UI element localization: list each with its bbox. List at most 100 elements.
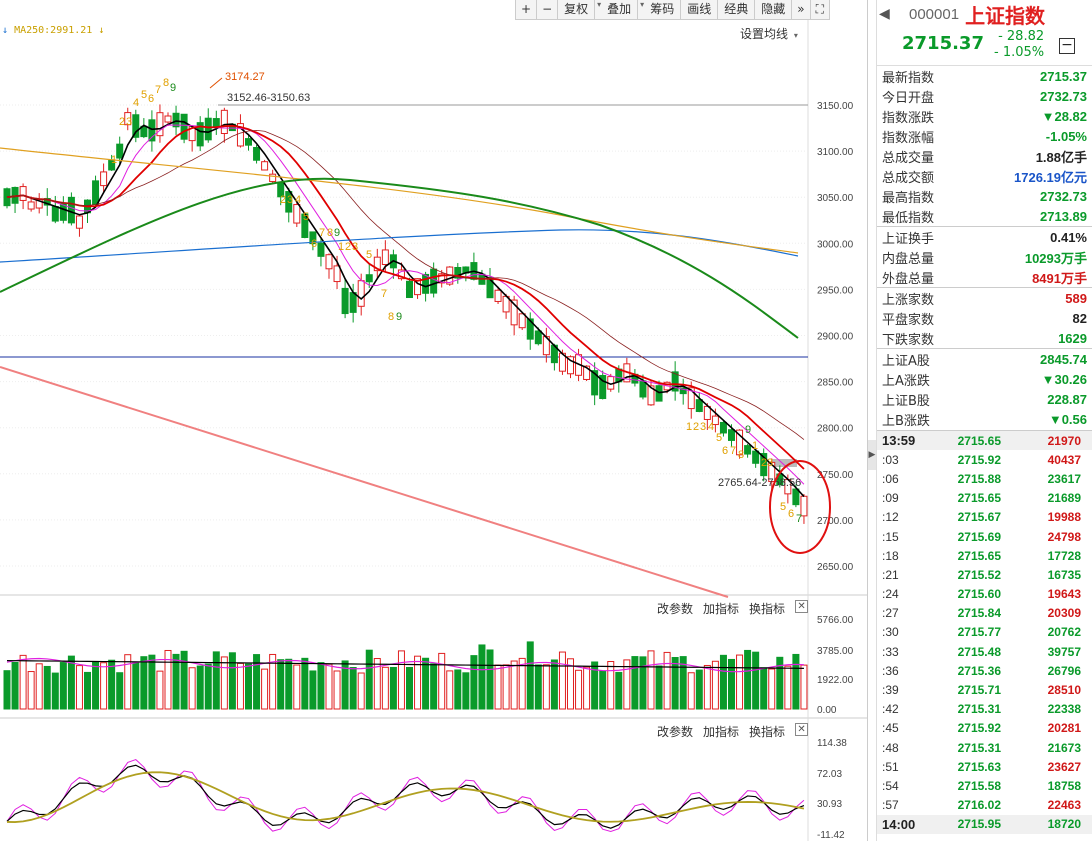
- volume-bar: [687, 672, 695, 710]
- volume-bar: [422, 657, 430, 710]
- ma250-label: MA250:2991.21: [14, 25, 93, 36]
- candle: [671, 371, 679, 392]
- candle: [373, 256, 381, 272]
- volume-bar: [309, 670, 317, 710]
- collapse-button[interactable]: −: [1059, 38, 1075, 54]
- ind-tick-label: 114.38: [817, 738, 847, 749]
- kline-chart-svg[interactable]: 3150.003100.003050.003000.002950.002900.…: [0, 0, 868, 841]
- volume-bar: [438, 652, 446, 710]
- tick-price: 2715.71: [957, 683, 1001, 698]
- trend-line: [0, 366, 729, 598]
- stats-group-2: 上证换手 0.41% 内盘总量 10293万手 外盘总量 8491万手: [877, 226, 1092, 287]
- volume-bar: [784, 665, 792, 710]
- j-line: [6, 771, 805, 823]
- ind-edit-params[interactable]: 改参数: [657, 725, 694, 739]
- candle: [220, 109, 228, 135]
- more-button[interactable]: »: [792, 0, 811, 20]
- candle: [156, 112, 164, 137]
- candle: [75, 215, 83, 229]
- candle: [333, 265, 341, 283]
- vol-switch-indicator[interactable]: 换指标: [749, 602, 786, 616]
- candle: [792, 488, 800, 506]
- volume-bar: [744, 649, 752, 710]
- tick-row: :57 2716.02 22463: [877, 796, 1092, 815]
- candle: [486, 276, 494, 299]
- y-tick-label: 3000.00: [817, 239, 854, 250]
- tick-row: :36 2715.36 26796: [877, 661, 1092, 680]
- td-count-label: 6: [788, 508, 794, 520]
- tick-volume: 19643: [1047, 587, 1081, 602]
- price-marker: [772, 459, 797, 467]
- kline-chart-area[interactable]: 3150.00 3100.00 3050.00 3000.00 2950.00 2900.…: [0, 0, 868, 841]
- tick-price: 2715.92: [957, 452, 1001, 467]
- tick-price: 2715.77: [957, 625, 1001, 640]
- vol-close-icon[interactable]: ✕: [795, 600, 809, 613]
- tick-time: :18: [882, 548, 899, 563]
- candle: [591, 370, 599, 396]
- vol-add-indicator[interactable]: 加指标: [703, 602, 740, 616]
- candle: [164, 115, 172, 123]
- volume-bar: [752, 651, 760, 710]
- draw-button[interactable]: 画线: [681, 0, 719, 20]
- tick-volume: 20281: [1047, 721, 1081, 736]
- ind-add-indicator[interactable]: 加指标: [703, 725, 740, 739]
- volume-bar: [212, 651, 220, 710]
- tick-volume: 20762: [1047, 625, 1081, 640]
- ind-switch-indicator[interactable]: 换指标: [749, 725, 786, 739]
- candle: [744, 445, 752, 455]
- overlay-button[interactable]: 叠加: [601, 0, 639, 20]
- y-tick-label: 3050.00: [817, 193, 854, 204]
- tick-volume: 40437: [1047, 452, 1081, 467]
- candle: [695, 399, 703, 412]
- chips-button[interactable]: 筹码: [644, 0, 682, 20]
- candle: [325, 254, 333, 270]
- tick-price: 2715.48: [957, 644, 1001, 659]
- candle: [397, 269, 405, 280]
- vol-tick-label: 5766.00: [817, 615, 854, 626]
- td-count-label: 3: [126, 116, 132, 128]
- td-count-label: 9: [396, 311, 402, 323]
- ma250-line: [0, 229, 799, 263]
- td-count-label: 6: [722, 445, 728, 457]
- stat-row: 上B涨跌 ▼0.56: [877, 409, 1092, 429]
- ind-close-icon[interactable]: ✕: [795, 723, 809, 736]
- ma-settings-button[interactable]: 设置均线 ▾: [740, 25, 798, 42]
- tick-price: 2715.52: [957, 567, 1001, 582]
- tick-time: :24: [882, 587, 899, 602]
- tick-time: :45: [882, 721, 899, 736]
- zoom-out-button[interactable]: −: [537, 0, 559, 20]
- volume-bar: [75, 665, 83, 710]
- volume-bar: [760, 667, 768, 710]
- zoom-in-button[interactable]: +: [516, 0, 538, 20]
- quote-panel: ◀ 000001 上证指数 2715.37 - 28.82 - 1.05% − …: [876, 0, 1092, 841]
- tick-row: :54 2715.58 18758: [877, 776, 1092, 795]
- tick-time: :06: [882, 471, 899, 486]
- td-count-label: 3: [287, 194, 293, 206]
- vol-edit-params[interactable]: 改参数: [657, 602, 694, 616]
- hide-button[interactable]: 隐藏: [755, 0, 793, 20]
- stats-group-4: 上证A股 2845.74 上A涨跌 ▼30.26 上证B股 228.87 上B涨跌 ▼0.56: [877, 348, 1092, 429]
- collapse-panel-arrow-icon[interactable]: ▶: [868, 440, 876, 470]
- td-count-label: 5: [716, 432, 722, 444]
- d-line: [6, 764, 805, 829]
- candle: [406, 280, 413, 299]
- candle: [414, 278, 422, 296]
- quote-header: ◀ 000001 上证指数: [877, 0, 1092, 28]
- tick-volume: 19988: [1047, 510, 1081, 525]
- tick-volume: 22338: [1047, 702, 1081, 717]
- fullscreen-icon[interactable]: ⛶: [811, 0, 830, 20]
- tick-list[interactable]: 13:59 2715.65 21970:03 2715.92 40437:06 2715.…: [877, 430, 1092, 834]
- candle: [132, 114, 140, 138]
- back-arrow-icon[interactable]: ◀: [879, 6, 890, 22]
- classic-button[interactable]: 经典: [718, 0, 756, 20]
- tick-price: 2715.88: [957, 471, 1001, 486]
- td-count-label: 8: [738, 449, 744, 461]
- adjust-button[interactable]: 复权: [558, 0, 596, 20]
- candle: [51, 206, 59, 222]
- caret-down-icon: ▾: [640, 0, 645, 9]
- td-count-label: 5: [303, 211, 309, 223]
- volume-bar: [51, 672, 59, 710]
- volume-bar: [11, 661, 19, 710]
- candle: [526, 318, 534, 340]
- stat-value: 1726.19亿元: [1014, 169, 1087, 185]
